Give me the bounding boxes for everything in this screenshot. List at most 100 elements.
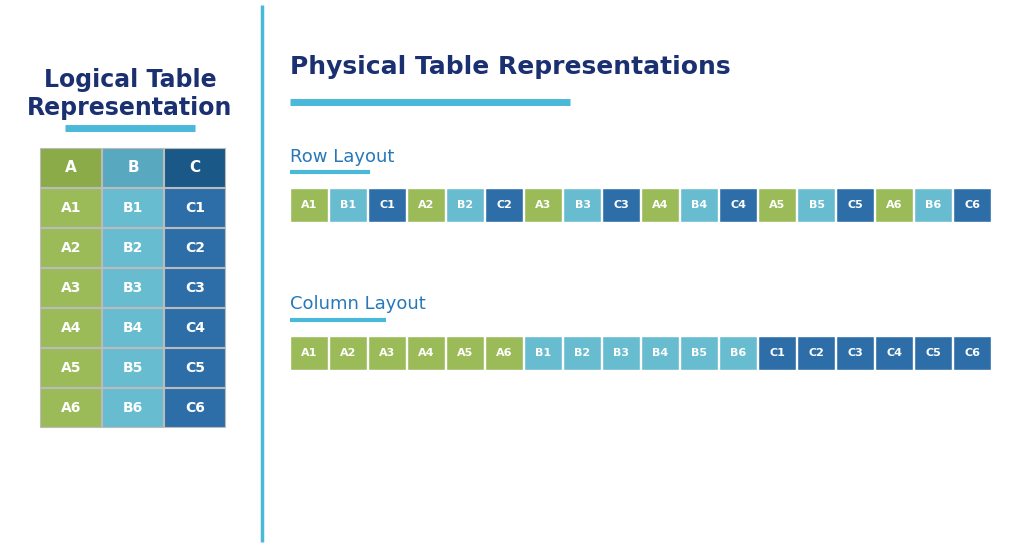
Text: A2: A2 xyxy=(60,241,81,255)
Text: C5: C5 xyxy=(848,200,863,210)
FancyBboxPatch shape xyxy=(40,348,101,387)
FancyBboxPatch shape xyxy=(953,336,991,370)
Text: B6: B6 xyxy=(730,348,746,358)
FancyBboxPatch shape xyxy=(446,336,484,370)
Text: A4: A4 xyxy=(60,321,81,335)
Text: C4: C4 xyxy=(887,348,902,358)
FancyBboxPatch shape xyxy=(719,188,757,222)
Text: Physical Table Representations: Physical Table Representations xyxy=(290,55,731,79)
Text: C3: C3 xyxy=(613,200,630,210)
FancyBboxPatch shape xyxy=(485,188,523,222)
FancyBboxPatch shape xyxy=(874,188,913,222)
FancyBboxPatch shape xyxy=(446,188,484,222)
Text: B2: B2 xyxy=(123,241,143,255)
FancyBboxPatch shape xyxy=(102,188,163,227)
FancyBboxPatch shape xyxy=(290,336,328,370)
FancyBboxPatch shape xyxy=(524,336,562,370)
FancyBboxPatch shape xyxy=(164,188,225,227)
Text: A4: A4 xyxy=(652,200,669,210)
Text: B2: B2 xyxy=(458,200,473,210)
Text: C3: C3 xyxy=(185,281,205,295)
Text: B6: B6 xyxy=(123,401,143,415)
Text: B1: B1 xyxy=(340,200,356,210)
FancyBboxPatch shape xyxy=(40,388,101,427)
FancyBboxPatch shape xyxy=(102,348,163,387)
FancyBboxPatch shape xyxy=(102,228,163,267)
Text: A2: A2 xyxy=(340,348,356,358)
FancyBboxPatch shape xyxy=(758,188,796,222)
Text: A1: A1 xyxy=(301,348,317,358)
Text: A5: A5 xyxy=(458,348,474,358)
FancyBboxPatch shape xyxy=(485,336,523,370)
FancyBboxPatch shape xyxy=(329,336,367,370)
Text: B2: B2 xyxy=(574,348,591,358)
FancyBboxPatch shape xyxy=(102,308,163,347)
Text: A5: A5 xyxy=(769,200,785,210)
Text: B6: B6 xyxy=(926,200,942,210)
Text: C2: C2 xyxy=(809,348,824,358)
Text: A3: A3 xyxy=(379,348,395,358)
Text: B5: B5 xyxy=(691,348,708,358)
Text: A3: A3 xyxy=(60,281,81,295)
Text: C3: C3 xyxy=(848,348,863,358)
FancyBboxPatch shape xyxy=(602,188,640,222)
Text: B3: B3 xyxy=(574,200,591,210)
FancyBboxPatch shape xyxy=(874,336,913,370)
FancyBboxPatch shape xyxy=(758,336,796,370)
FancyBboxPatch shape xyxy=(524,188,562,222)
FancyBboxPatch shape xyxy=(563,336,601,370)
FancyBboxPatch shape xyxy=(680,336,718,370)
FancyBboxPatch shape xyxy=(836,188,874,222)
Text: C4: C4 xyxy=(185,321,205,335)
Text: B: B xyxy=(127,160,139,176)
FancyBboxPatch shape xyxy=(290,188,328,222)
Text: C5: C5 xyxy=(926,348,941,358)
Text: B3: B3 xyxy=(123,281,143,295)
FancyBboxPatch shape xyxy=(563,188,601,222)
FancyBboxPatch shape xyxy=(719,336,757,370)
Text: B1: B1 xyxy=(536,348,552,358)
FancyBboxPatch shape xyxy=(102,148,163,187)
FancyBboxPatch shape xyxy=(641,188,679,222)
FancyBboxPatch shape xyxy=(797,336,835,370)
Text: C5: C5 xyxy=(185,361,205,375)
Text: C1: C1 xyxy=(380,200,395,210)
FancyBboxPatch shape xyxy=(797,188,835,222)
FancyBboxPatch shape xyxy=(914,336,952,370)
Text: Row Layout: Row Layout xyxy=(290,148,394,166)
FancyBboxPatch shape xyxy=(164,228,225,267)
FancyBboxPatch shape xyxy=(914,188,952,222)
Text: C1: C1 xyxy=(770,348,785,358)
Text: A3: A3 xyxy=(536,200,552,210)
Text: B5: B5 xyxy=(809,200,824,210)
Text: B4: B4 xyxy=(652,348,669,358)
FancyBboxPatch shape xyxy=(40,308,101,347)
Text: C6: C6 xyxy=(965,200,981,210)
Text: B1: B1 xyxy=(123,201,143,215)
FancyBboxPatch shape xyxy=(680,188,718,222)
Text: A6: A6 xyxy=(60,401,81,415)
Text: A6: A6 xyxy=(497,348,513,358)
FancyBboxPatch shape xyxy=(368,336,406,370)
Text: B5: B5 xyxy=(123,361,143,375)
Text: Representation: Representation xyxy=(28,96,232,120)
FancyBboxPatch shape xyxy=(164,148,225,187)
Text: A6: A6 xyxy=(886,200,903,210)
FancyBboxPatch shape xyxy=(40,188,101,227)
FancyBboxPatch shape xyxy=(368,188,406,222)
Text: A: A xyxy=(66,160,77,176)
FancyBboxPatch shape xyxy=(164,268,225,307)
Text: A5: A5 xyxy=(60,361,81,375)
Text: C6: C6 xyxy=(965,348,981,358)
FancyBboxPatch shape xyxy=(40,228,101,267)
Text: C4: C4 xyxy=(730,200,746,210)
FancyBboxPatch shape xyxy=(407,336,445,370)
Text: B4: B4 xyxy=(691,200,708,210)
FancyBboxPatch shape xyxy=(329,188,367,222)
Text: B3: B3 xyxy=(613,348,630,358)
FancyBboxPatch shape xyxy=(641,336,679,370)
Text: Logical Table: Logical Table xyxy=(44,68,216,92)
Text: C6: C6 xyxy=(185,401,205,415)
Text: A1: A1 xyxy=(301,200,317,210)
FancyBboxPatch shape xyxy=(953,188,991,222)
